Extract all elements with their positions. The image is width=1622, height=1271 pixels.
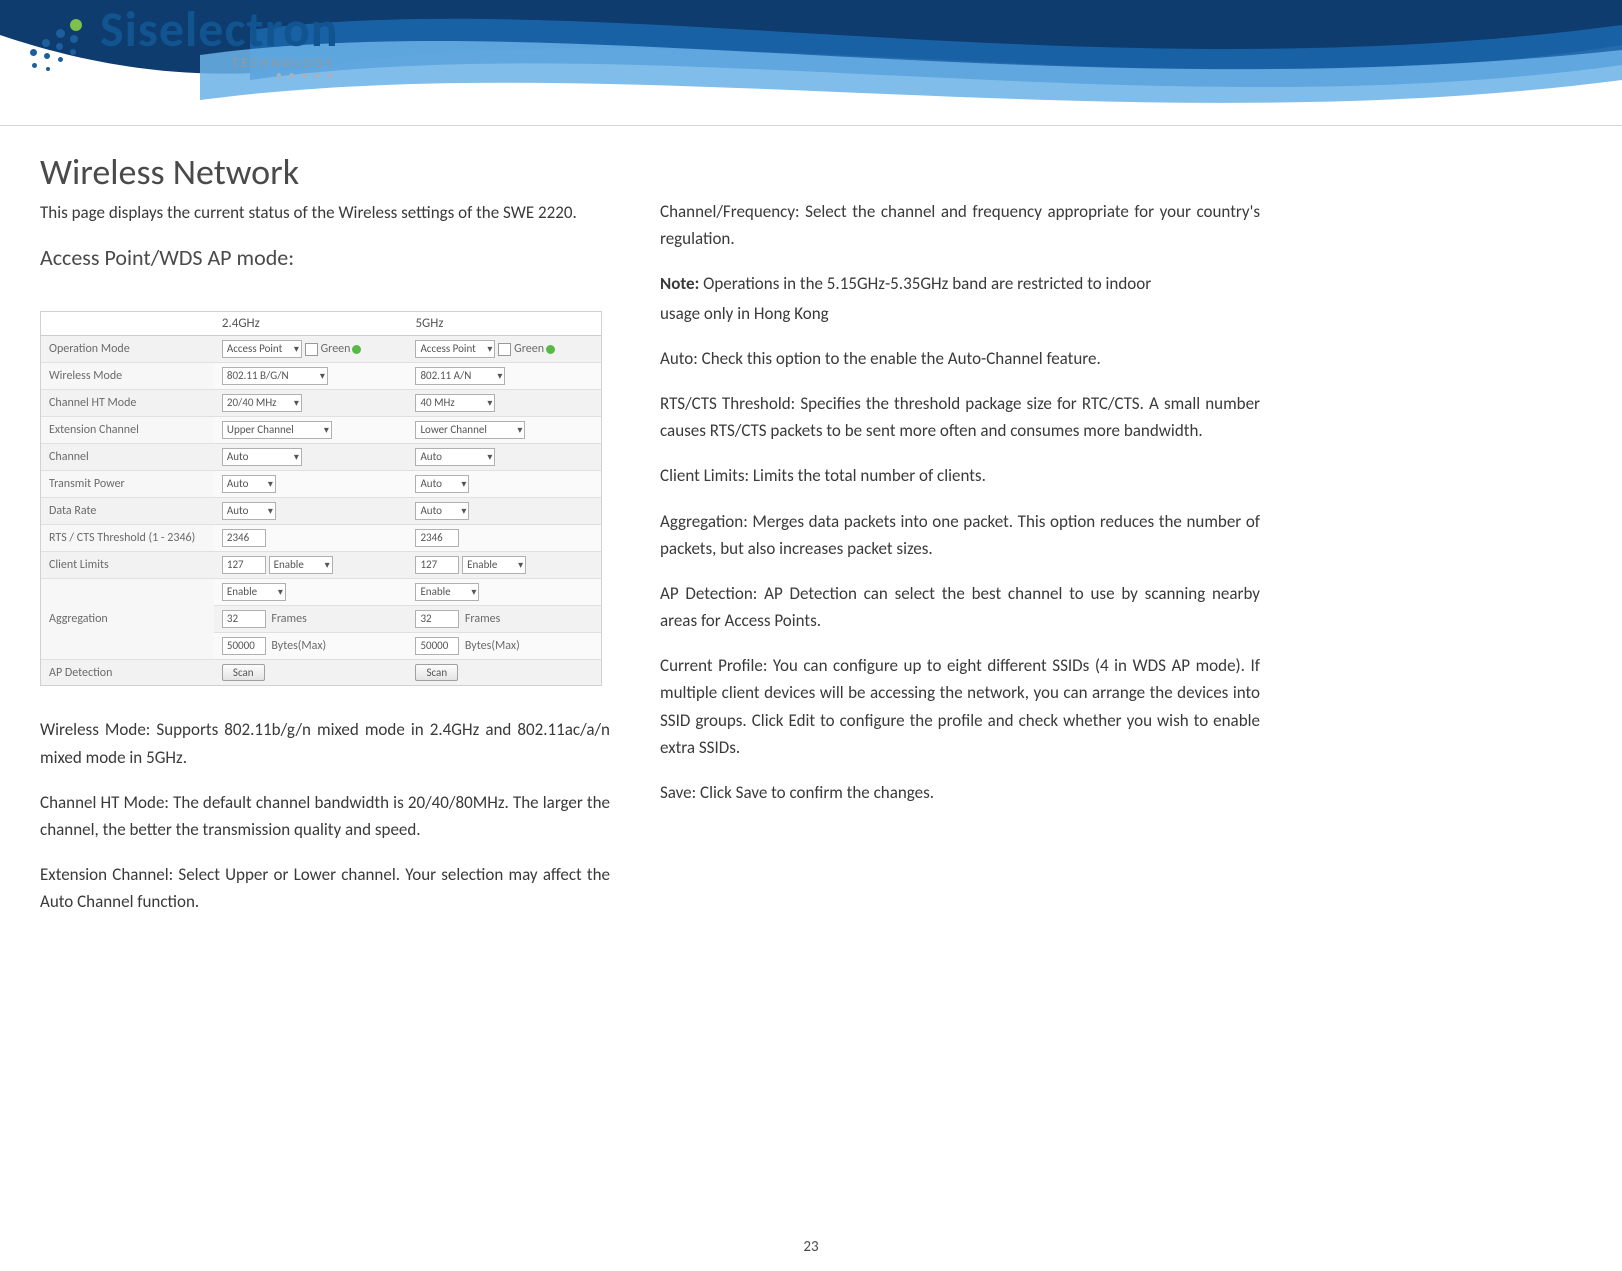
para-ap-detection: AP Detection: AP Detection can select th… — [660, 580, 1260, 634]
aggregation-5-select[interactable]: Enable — [415, 583, 479, 601]
para-wireless-mode: Wireless Mode: Supports 802.11b/g/n mixe… — [40, 716, 610, 770]
operation-mode-24-select[interactable]: Access Point — [222, 340, 302, 358]
mode-heading: Access Point/WDS AP mode: — [40, 244, 610, 271]
para-channel-freq: Channel/Frequency: Select the channel an… — [660, 198, 1260, 252]
aggregation-bytes-24-input[interactable]: 50000 — [222, 637, 266, 655]
green-dot-icon — [352, 345, 361, 354]
aggregation-24-select[interactable]: Enable — [222, 583, 286, 601]
ap-detection-scan-5-button[interactable]: Scan — [415, 664, 458, 681]
wireless-settings-table: 2.4GHz 5GHz Operation Mode Access Point … — [40, 311, 602, 686]
brand-decor-dots: • • • • • — [100, 70, 339, 82]
aggregation-frames-label: Frames — [271, 612, 306, 626]
clientlimits-24-select[interactable]: Enable — [269, 556, 333, 574]
extension-5-select[interactable]: Lower Channel — [415, 421, 525, 439]
wireless-mode-5-select[interactable]: 802.11 A/N — [415, 367, 505, 385]
channel-ht-24-select[interactable]: 20/40 MHz — [222, 394, 302, 412]
channel-24-select[interactable]: Auto — [222, 448, 302, 466]
green-dot-icon — [546, 345, 555, 354]
row-channel-label: Channel — [41, 444, 214, 471]
right-column: Channel/Frequency: Select the channel an… — [660, 150, 1260, 1211]
note-bold: Note: — [660, 273, 699, 294]
row-data-rate-label: Data Rate — [41, 498, 214, 525]
page-lead: This page displays the current status of… — [40, 200, 610, 226]
channel-ht-5-select[interactable]: 40 MHz — [415, 394, 495, 412]
header-banner: Siselectron TECHNOLOGY • • • • • — [0, 0, 1622, 130]
aggregation-bytes-label: Bytes(Max) — [271, 639, 326, 653]
row-rtscts-label: RTS / CTS Threshold (1 - 2346) — [41, 525, 214, 552]
row-transmit-power-label: Transmit Power — [41, 471, 214, 498]
row-ap-detection-label: AP Detection — [41, 660, 214, 686]
datarate-24-select[interactable]: Auto — [222, 502, 276, 520]
para-save: Save: Click Save to confirm the changes. — [660, 779, 1260, 806]
green-24-label: Green — [321, 342, 351, 356]
wireless-mode-24-select[interactable]: 802.11 B/G/N — [222, 367, 328, 385]
para-rts: RTS/CTS Threshold: Specifies the thresho… — [660, 390, 1260, 444]
rtscts-24-input[interactable]: 2346 — [222, 529, 266, 547]
note-rest: Operations in the 5.15GHz-5.35GHz band a… — [699, 273, 1151, 294]
para-client-limits: Client Limits: Limits the total number o… — [660, 462, 1260, 489]
channel-5-select[interactable]: Auto — [415, 448, 495, 466]
row-client-limits-label: Client Limits — [41, 552, 214, 579]
brand-name: Siselectron — [100, 5, 339, 55]
clientlimits-5-input[interactable]: 127 — [415, 556, 459, 574]
para-note: Note: Operations in the 5.15GHz-5.35GHz … — [660, 270, 1260, 297]
row-channel-ht-label: Channel HT Mode — [41, 390, 214, 417]
extension-24-select[interactable]: Upper Channel — [222, 421, 332, 439]
para-channel-ht: Channel HT Mode: The default channel ban… — [40, 789, 610, 843]
aggregation-frames-label: Frames — [465, 612, 500, 626]
row-extension-channel-label: Extension Channel — [41, 417, 214, 444]
row-aggregation-label: Aggregation — [41, 579, 214, 660]
txpower-5-select[interactable]: Auto — [415, 475, 469, 493]
txpower-24-select[interactable]: Auto — [222, 475, 276, 493]
brand-logo: Siselectron TECHNOLOGY • • • • • — [20, 5, 339, 83]
para-extension: Extension Channel: Select Upper or Lower… — [40, 861, 610, 915]
col-5ghz-header: 5GHz — [407, 312, 601, 336]
header-underline — [0, 125, 1622, 126]
para-note-line2: usage only in Hong Kong — [660, 300, 1260, 327]
ap-detection-scan-24-button[interactable]: Scan — [222, 664, 265, 681]
col-24ghz-header: 2.4GHz — [214, 312, 408, 336]
page-content: Wireless Network This page displays the … — [40, 150, 1582, 1211]
aggregation-frames-24-input[interactable]: 32 — [222, 610, 266, 628]
green-24-checkbox[interactable] — [305, 343, 318, 356]
aggregation-frames-5-input[interactable]: 32 — [415, 610, 459, 628]
rtscts-5-input[interactable]: 2346 — [415, 529, 459, 547]
para-auto: Auto: Check this option to the enable th… — [660, 345, 1260, 372]
datarate-5-select[interactable]: Auto — [415, 502, 469, 520]
row-operation-mode-label: Operation Mode — [41, 336, 214, 363]
row-wireless-mode-label: Wireless Mode — [41, 363, 214, 390]
para-aggregation: Aggregation: Merges data packets into on… — [660, 508, 1260, 562]
green-5-label: Green — [514, 342, 544, 356]
operation-mode-5-select[interactable]: Access Point — [415, 340, 495, 358]
clientlimits-5-select[interactable]: Enable — [462, 556, 526, 574]
clientlimits-24-input[interactable]: 127 — [222, 556, 266, 574]
aggregation-bytes-label: Bytes(Max) — [465, 639, 520, 653]
aggregation-bytes-5-input[interactable]: 50000 — [415, 637, 459, 655]
green-5-checkbox[interactable] — [498, 343, 511, 356]
left-column: Wireless Network This page displays the … — [40, 150, 610, 1211]
page-title: Wireless Network — [40, 150, 610, 194]
logo-dot-mark — [20, 13, 90, 83]
para-current-profile: Current Profile: You can configure up to… — [660, 652, 1260, 761]
page-number: 23 — [0, 1238, 1622, 1256]
